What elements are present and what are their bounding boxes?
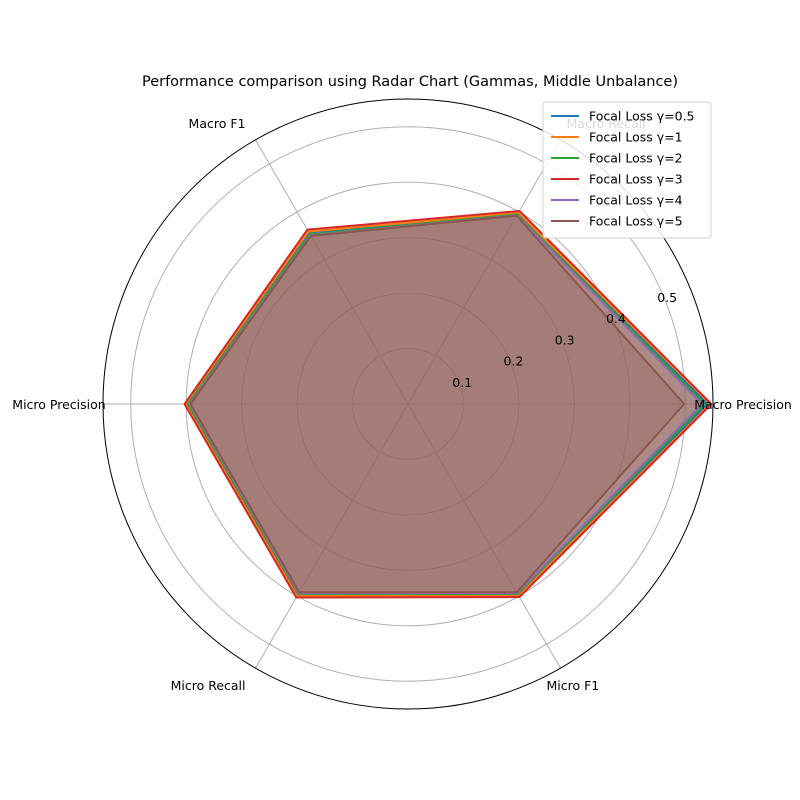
spoke-line	[407, 139, 561, 405]
spoke-line	[407, 403, 561, 669]
radial-tick-label: 0.1	[452, 375, 472, 390]
spoke-line	[255, 139, 409, 405]
legend-label: Focal Loss γ=1	[589, 130, 683, 145]
chart-title: Performance comparison using Radar Chart…	[142, 74, 678, 90]
radial-tick-label: 0.2	[504, 354, 524, 369]
series-area-3	[184, 210, 712, 598]
series-area-0	[186, 213, 708, 596]
radial-tick-label: 0.5	[657, 290, 677, 305]
series-line-2	[186, 213, 706, 596]
legend-label: Focal Loss γ=4	[589, 193, 683, 208]
legend: Focal Loss γ=0.5 Focal Loss γ=1 Focal Loss…	[542, 101, 712, 239]
axis-label: Micro F1	[547, 678, 600, 693]
axis-label: Micro Precision	[12, 397, 105, 412]
radar-series	[183, 209, 713, 599]
legend-label: Focal Loss γ=3	[589, 172, 683, 187]
axis-label: Macro Precision	[694, 397, 792, 412]
outer-frame	[102, 98, 714, 710]
legend-label: Focal Loss γ=0.5	[589, 109, 695, 124]
radar-grid	[102, 98, 714, 710]
series-area-5	[190, 215, 685, 593]
radial-tick-label: 0.3	[555, 332, 575, 347]
series-area-2	[187, 214, 705, 595]
radial-tick-label: 0.4	[606, 311, 626, 326]
series-line-3	[183, 209, 713, 599]
series-line-5	[189, 214, 686, 594]
series-area-4	[189, 215, 702, 594]
series-area-1	[185, 212, 711, 597]
axis-label: Micro Recall	[171, 678, 246, 693]
legend-box	[542, 101, 712, 239]
axis-label: Macro F1	[189, 116, 246, 131]
spoke-line	[255, 403, 409, 669]
legend-label: Focal Loss γ=2	[589, 151, 683, 166]
legend-label: Focal Loss γ=5	[589, 214, 683, 229]
